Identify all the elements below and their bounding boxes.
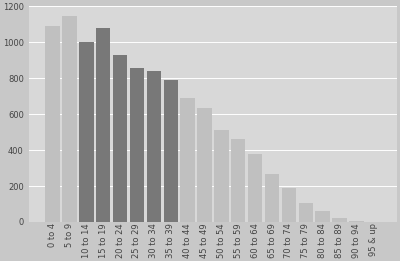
Bar [113,55,127,222]
Bar [316,211,330,222]
Bar [180,98,195,222]
Bar [282,188,296,222]
Bar [214,130,228,222]
Bar [147,71,161,222]
Bar [62,16,77,222]
Bar [332,218,347,222]
Bar [349,221,364,222]
Bar [130,68,144,222]
Bar [265,174,279,222]
Bar [231,139,246,222]
Bar [164,80,178,222]
Bar [248,154,262,222]
Bar [197,108,212,222]
Bar [79,42,94,222]
Bar [45,26,60,222]
Bar [298,203,313,222]
Bar [96,28,110,222]
